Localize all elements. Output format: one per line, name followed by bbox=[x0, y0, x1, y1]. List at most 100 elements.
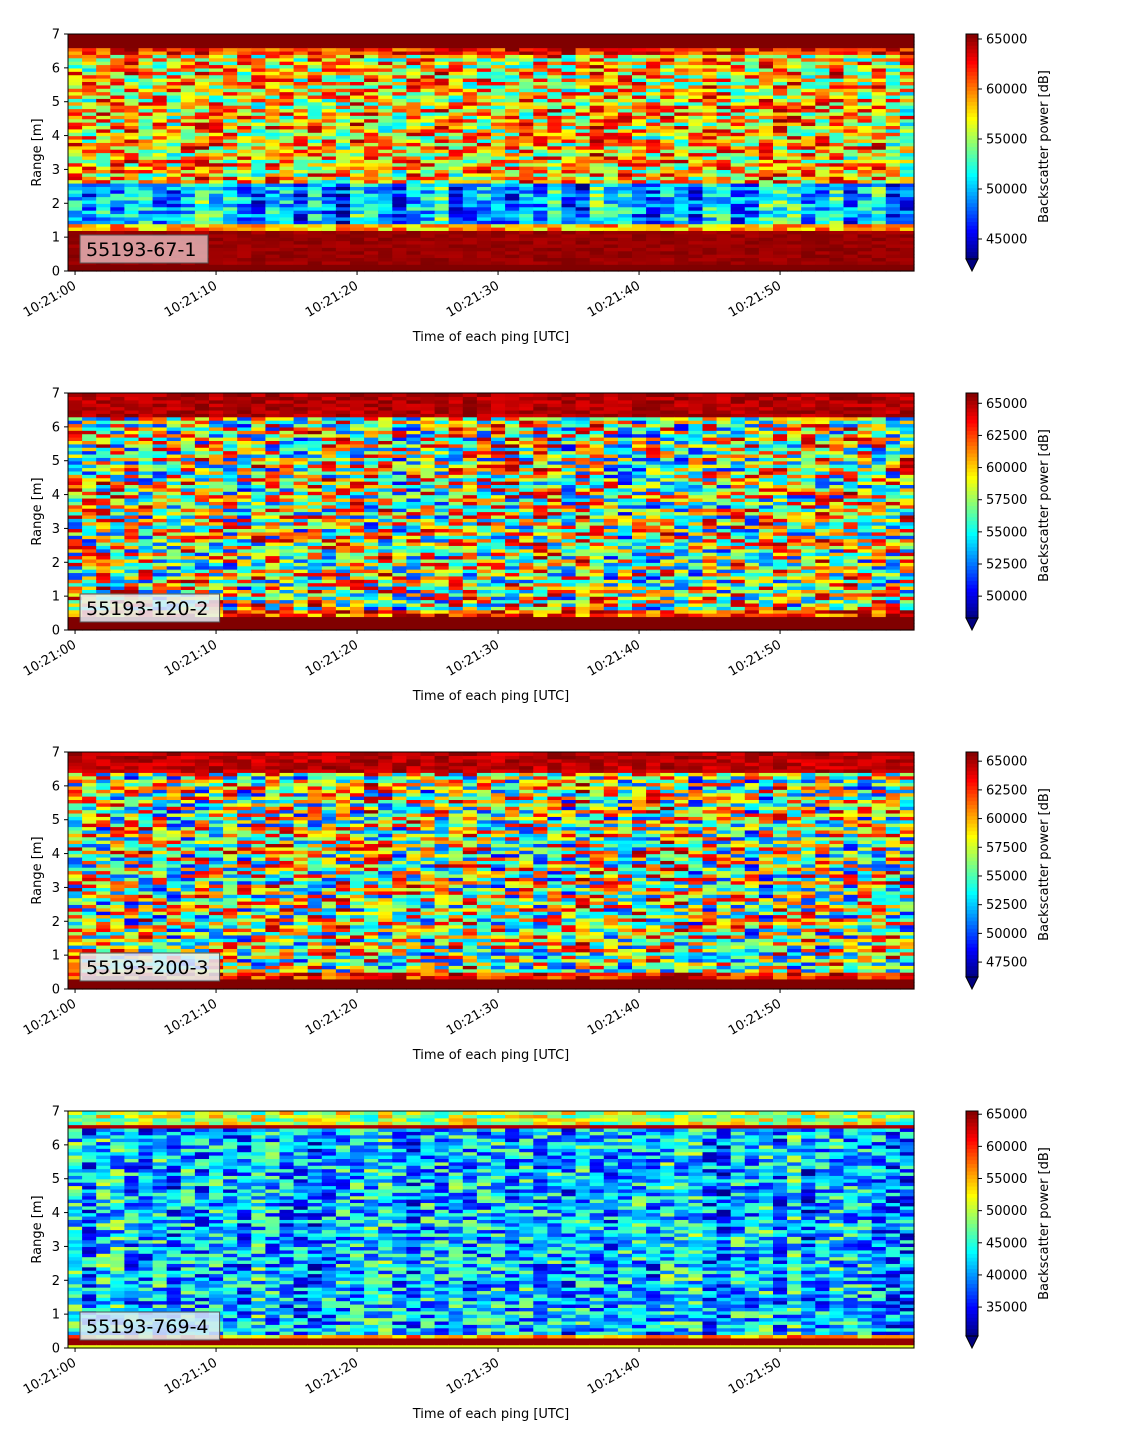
heatmap-cell bbox=[335, 111, 351, 116]
heatmap-cell bbox=[335, 34, 351, 38]
heatmap-cell bbox=[307, 193, 323, 198]
heatmap-cell bbox=[152, 189, 168, 194]
heatmap-cell bbox=[406, 71, 422, 76]
heatmap-cell bbox=[110, 94, 125, 99]
heatmap-cell bbox=[265, 237, 281, 242]
heatmap-cell bbox=[378, 37, 393, 42]
heatmap-cell bbox=[68, 260, 83, 265]
heatmap-cell bbox=[251, 176, 266, 181]
heatmap-cell bbox=[364, 152, 379, 157]
heatmap-cell bbox=[279, 199, 295, 204]
heatmap-cell bbox=[378, 264, 393, 269]
heatmap-cell bbox=[237, 260, 252, 265]
heatmap-cell bbox=[209, 223, 224, 228]
heatmap-cell bbox=[194, 159, 210, 164]
heatmap-cell bbox=[350, 67, 365, 72]
heatmap-cell bbox=[251, 182, 266, 187]
heatmap-cell bbox=[251, 196, 266, 201]
heatmap-cell bbox=[265, 240, 281, 245]
heatmap-cell bbox=[209, 216, 224, 221]
heatmap-cell bbox=[82, 81, 97, 86]
heatmap-cell bbox=[321, 237, 337, 242]
heatmap-cell bbox=[335, 81, 351, 86]
heatmap-cell bbox=[209, 44, 224, 49]
heatmap-cell bbox=[138, 196, 154, 201]
colorbar-label: Backscatter power [dB] bbox=[1037, 70, 1052, 223]
heatmap-cell bbox=[420, 159, 436, 164]
heatmap-cell bbox=[321, 162, 337, 167]
heatmap-cell bbox=[321, 193, 337, 198]
heatmap-cell bbox=[209, 34, 224, 38]
heatmap-cell bbox=[237, 118, 252, 123]
heatmap-cell bbox=[68, 193, 83, 198]
heatmap-cell bbox=[335, 260, 351, 265]
colorbar-step bbox=[966, 176, 978, 181]
heatmap-cell bbox=[378, 138, 393, 143]
heatmap-cell bbox=[293, 220, 309, 225]
heatmap-cell bbox=[152, 81, 168, 86]
heatmap-cell bbox=[166, 186, 182, 191]
heatmap-cell bbox=[251, 155, 266, 160]
heatmap-cell bbox=[209, 101, 224, 106]
heatmap-cell bbox=[209, 206, 224, 211]
heatmap-cell bbox=[194, 115, 210, 120]
heatmap-cell bbox=[321, 101, 337, 106]
heatmap-cell bbox=[180, 138, 196, 143]
heatmap-cell bbox=[180, 61, 196, 66]
heatmap-cell bbox=[307, 98, 323, 103]
heatmap-cell bbox=[265, 132, 281, 137]
heatmap-cell bbox=[110, 81, 125, 86]
heatmap-cell bbox=[251, 152, 266, 157]
heatmap-cell bbox=[110, 34, 125, 38]
heatmap-cell bbox=[237, 166, 252, 171]
heatmap-cell bbox=[350, 64, 365, 69]
heatmap-cell bbox=[251, 226, 266, 231]
heatmap-cell bbox=[223, 257, 238, 262]
heatmap-cell bbox=[194, 138, 210, 143]
heatmap-cell bbox=[392, 162, 407, 167]
heatmap-cell bbox=[307, 47, 323, 52]
heatmap-cell bbox=[378, 193, 393, 198]
heatmap-cell bbox=[279, 61, 295, 66]
heatmap-cell bbox=[194, 50, 210, 55]
heatmap-cell bbox=[279, 152, 295, 157]
heatmap-cell bbox=[744, 34, 760, 38]
heatmap-cell bbox=[138, 98, 154, 103]
heatmap-cell bbox=[138, 54, 154, 59]
heatmap-cell bbox=[68, 132, 83, 137]
heatmap-cell bbox=[152, 64, 168, 69]
heatmap-cell bbox=[335, 243, 351, 248]
heatmap-cell bbox=[223, 199, 238, 204]
heatmap-cell bbox=[96, 159, 111, 164]
heatmap-cell bbox=[180, 74, 196, 79]
heatmap-cell bbox=[209, 108, 224, 113]
heatmap-cell bbox=[321, 254, 337, 259]
heatmap-cell bbox=[350, 169, 365, 174]
heatmap-cell bbox=[68, 210, 83, 215]
heatmap-cell bbox=[82, 135, 97, 140]
heatmap-cell bbox=[237, 264, 252, 269]
heatmap-cell bbox=[68, 138, 83, 143]
heatmap-cell bbox=[265, 199, 281, 204]
heatmap-cell bbox=[68, 243, 83, 248]
heatmap-cell bbox=[364, 216, 379, 221]
heatmap-cell bbox=[166, 132, 182, 137]
heatmap-cell bbox=[293, 267, 309, 272]
heatmap-cell bbox=[279, 159, 295, 164]
heatmap-cell bbox=[392, 243, 407, 248]
heatmap-cell bbox=[307, 159, 323, 164]
heatmap-cell bbox=[364, 91, 379, 96]
heatmap-cell bbox=[265, 162, 281, 167]
heatmap-cell bbox=[237, 196, 252, 201]
heatmap-cell bbox=[152, 264, 168, 269]
heatmap-cell bbox=[420, 47, 436, 52]
heatmap-cell bbox=[68, 189, 83, 194]
heatmap-cell bbox=[194, 182, 210, 187]
heatmap-cell bbox=[279, 67, 295, 72]
heatmap-cell bbox=[364, 264, 379, 269]
heatmap-cell bbox=[265, 115, 281, 120]
heatmap-cell bbox=[209, 149, 224, 154]
heatmap-cell bbox=[279, 216, 295, 221]
heatmap-cell bbox=[209, 254, 224, 259]
colorbar-step bbox=[966, 232, 978, 237]
